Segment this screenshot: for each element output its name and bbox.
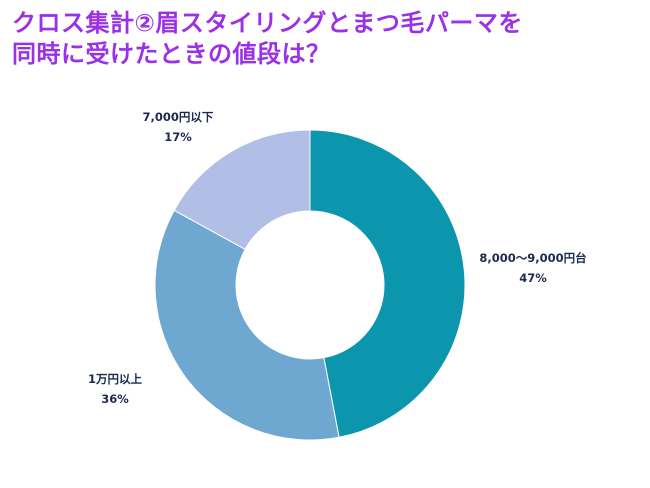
chart-title-line1: クロス集計②眉スタイリングとまつ毛パーマを <box>12 9 523 37</box>
slice-0 <box>309 129 466 438</box>
donut-slices <box>154 129 466 441</box>
slice-label-0: 8,000～9,000円台 <box>479 251 586 265</box>
slice-label-1: 1万円以上 <box>88 372 143 386</box>
slice-2 <box>173 129 311 251</box>
chart-title: クロス集計②眉スタイリングとまつ毛パーマを 同時に受けたときの値段は？ <box>12 8 642 70</box>
chart-title-line2: 同時に受けたときの値段は？ <box>12 40 331 68</box>
slice-percent-0: 47% <box>519 271 547 285</box>
slice-1 <box>154 209 340 441</box>
slice-label-2: 7,000円以下 <box>143 110 214 124</box>
slice-labels: 8,000～9,000円台 47% 1万円以上 36% 7,000円以下 17% <box>88 110 587 406</box>
slice-percent-1: 36% <box>101 392 129 406</box>
slice-percent-2: 17% <box>164 130 192 144</box>
